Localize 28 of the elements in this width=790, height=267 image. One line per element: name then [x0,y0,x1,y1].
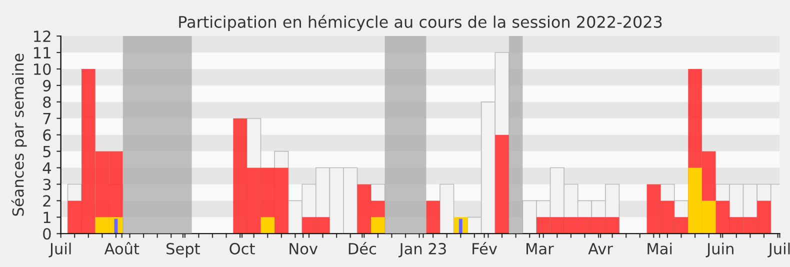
y-tick-label: 10 [34,63,51,75]
y-tick-label: 3 [43,178,51,190]
x-tick-label: Août [104,242,140,254]
x-tick-label: Jan 23 [398,242,446,258]
y-tick-label: 2 [43,195,50,206]
x-tick-label: Avr [588,243,613,254]
y-tick-label: 6 [43,129,51,141]
x-tick-label: Fév [472,242,498,254]
y-tick-label: 11 [34,47,50,58]
x-tick-label: Déc [348,242,376,254]
x-tick-label: Juin [706,242,734,258]
x-tick-label: Mai [648,242,672,254]
x-tick-label: Oct [230,242,255,254]
y-tick-label: 12 [34,30,50,42]
y-tick-label: 7 [43,113,50,124]
y-tick-label: 5 [43,146,50,158]
x-tick-label: Sept [166,242,200,258]
x-tick-label: Juil [48,242,71,258]
y-tick-label: 1 [44,212,50,223]
x-tick-label: Mar [526,243,554,254]
x-tick-label: Nov [290,243,318,254]
x-tick-label: Juil [768,242,790,258]
y-axis-title: Séances par semaine [11,54,27,216]
y-tick-label: 4 [42,162,51,174]
y-tick-label: 8 [43,96,51,108]
chart-title: Participation en hémicycle au cours de la session 2022-2023 [179,14,662,32]
y-tick-label: 9 [43,80,51,92]
y-tick-label: 0 [43,228,51,240]
